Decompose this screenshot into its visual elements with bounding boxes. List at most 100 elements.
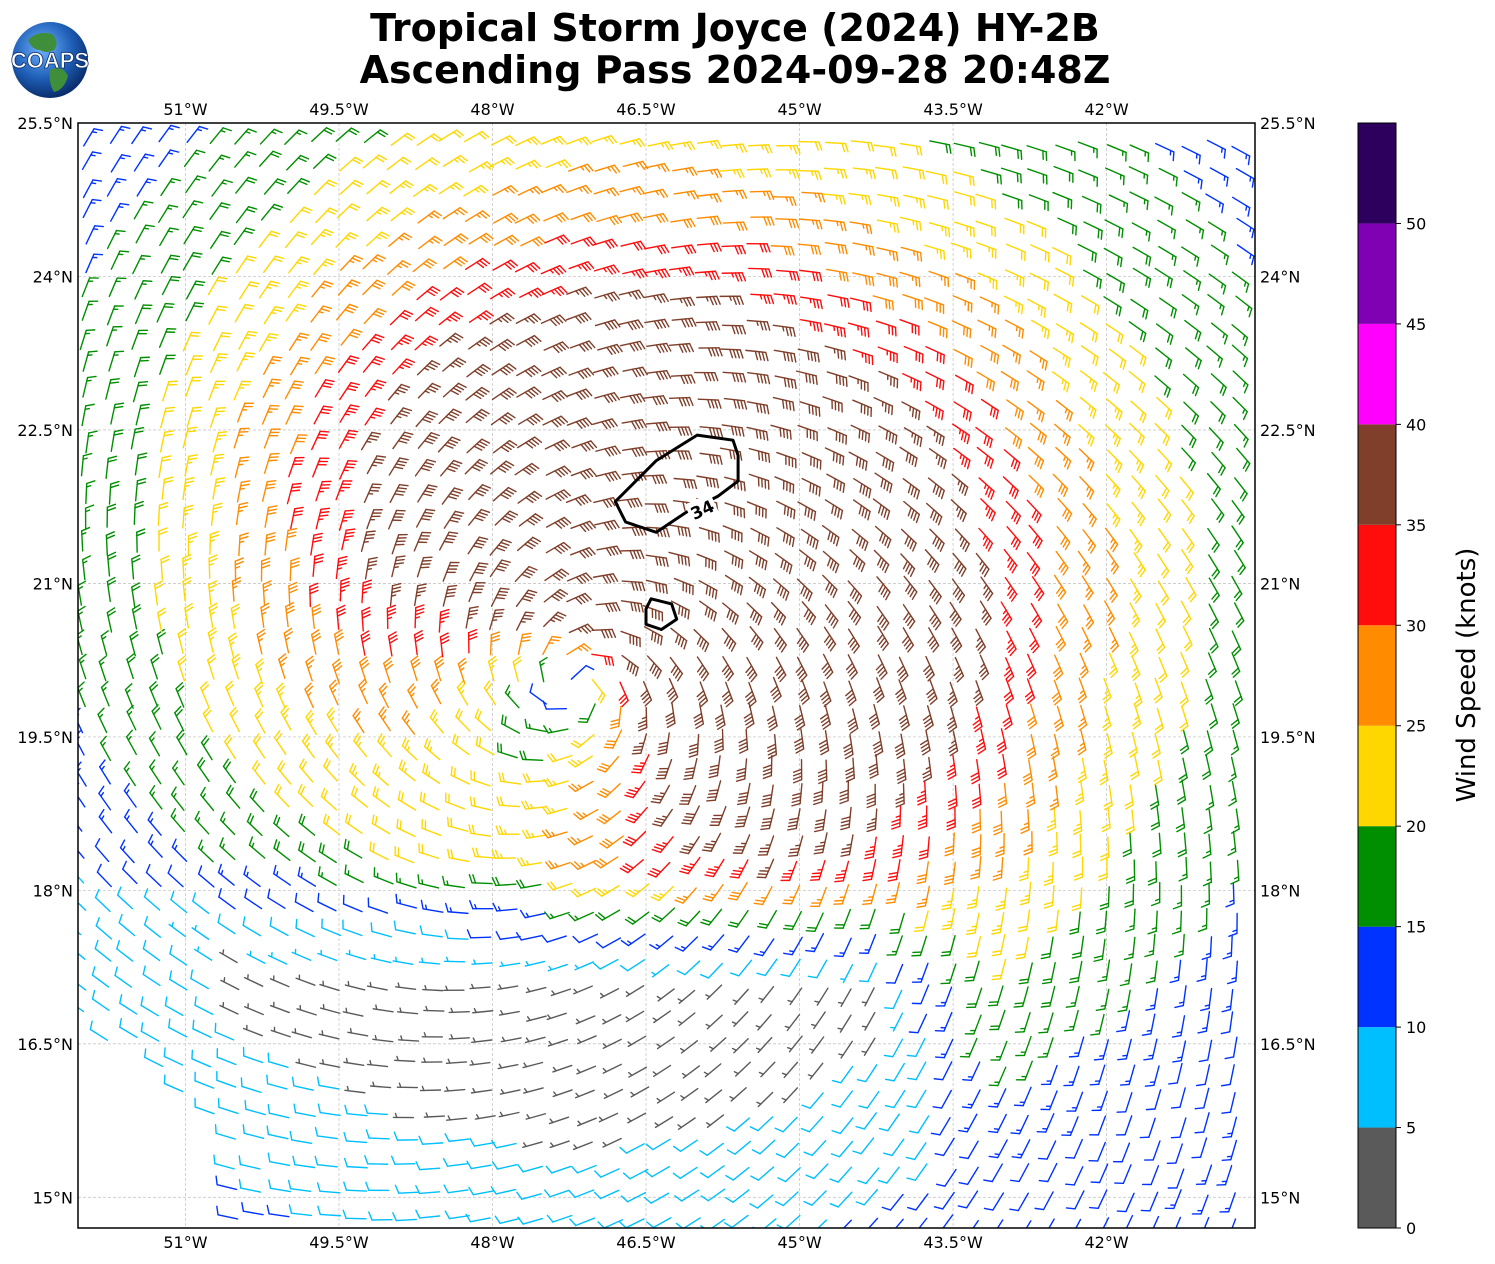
wind-barb: [699, 962, 724, 979]
wind-barb: [314, 356, 336, 375]
wind-barb: [1106, 398, 1123, 421]
wind-barb: [1230, 703, 1240, 729]
wind-barb: [1172, 885, 1183, 910]
wind-barb: [96, 863, 112, 888]
wind-barb: [1054, 423, 1071, 447]
wind-barb: [1040, 985, 1056, 1008]
wind-barb: [218, 888, 236, 910]
wind-barb: [448, 1007, 470, 1014]
wind-barb: [219, 811, 236, 836]
wind-barb: [182, 554, 192, 579]
wind-barb: [291, 948, 312, 961]
wind-barb: [873, 677, 885, 703]
wind-barb: [1181, 145, 1201, 165]
wind-barb: [1041, 962, 1056, 985]
wind-barb: [367, 897, 389, 914]
wind-barb: [990, 1040, 1008, 1061]
wind-barb: [625, 985, 645, 997]
wind-barb: [1026, 145, 1048, 162]
wind-barb: [1221, 989, 1234, 1013]
wind-barb: [592, 573, 619, 584]
wind-barb: [625, 883, 650, 898]
wind-barb: [1082, 503, 1097, 528]
wind-barb: [390, 207, 415, 222]
wind-barb: [547, 1038, 569, 1047]
wind-barb: [602, 1014, 622, 1025]
wind-barb: [848, 375, 869, 393]
wind-barb: [906, 1061, 927, 1081]
wind-barb: [770, 424, 792, 440]
wind-barb: [756, 958, 778, 977]
wind-barb: [183, 225, 204, 245]
wind-barb: [317, 1205, 341, 1217]
wind-barb: [1057, 497, 1073, 522]
wind-barb: [359, 656, 370, 683]
wind-barb: [335, 232, 359, 248]
wind-barb: [463, 184, 489, 197]
wind-barb: [286, 154, 310, 171]
wind-barb: [526, 1015, 547, 1022]
wind-barb: [1026, 499, 1042, 524]
wind-barb: [840, 964, 854, 984]
wind-barb: [810, 1011, 826, 1030]
wind-barb: [1206, 345, 1223, 368]
wind-barb: [1028, 194, 1049, 212]
wind-barb: [468, 310, 494, 323]
wind-barb: [310, 333, 332, 351]
y-tick-label-right: 18°N: [1260, 881, 1300, 900]
wind-barb: [344, 812, 363, 834]
wind-barb: [519, 287, 545, 298]
wind-barb: [412, 258, 437, 273]
wind-barb: [392, 431, 414, 450]
wind-barb: [338, 429, 359, 449]
wind-barb: [801, 452, 822, 470]
wind-barb: [82, 375, 97, 398]
wind-barb: [1183, 170, 1203, 190]
wind-barb: [727, 909, 749, 928]
wind-barb: [621, 526, 647, 537]
wind-barb: [1125, 809, 1135, 835]
wind-barb: [930, 1116, 951, 1136]
wind-barb: [593, 958, 619, 970]
wind-barb: [233, 227, 255, 246]
wind-barb: [344, 980, 366, 991]
wind-barb: [570, 859, 597, 871]
wind-barb: [1049, 785, 1060, 811]
wind-barb: [463, 130, 490, 143]
wind-barb: [656, 1036, 675, 1050]
wind-barb: [209, 407, 227, 428]
wind-barb: [244, 1100, 266, 1116]
wind-barb: [617, 497, 643, 508]
wind-barb: [630, 1086, 650, 1098]
wind-barb: [343, 1132, 368, 1144]
wind-barb: [1184, 319, 1202, 342]
wind-barb: [566, 286, 592, 297]
wind-barb: [134, 452, 148, 476]
wind-barb: [1147, 910, 1158, 935]
wind-barb: [829, 1166, 853, 1183]
wind-barb: [311, 603, 322, 629]
wind-barb: [78, 730, 85, 756]
wind-barb: [177, 655, 187, 682]
wind-barb: [876, 219, 900, 234]
wind-barb: [262, 378, 282, 398]
wind-barb: [849, 297, 872, 313]
wind-barb: [313, 179, 338, 196]
wind-barb: [81, 277, 99, 298]
wind-barb: [294, 892, 314, 913]
wind-barb: [517, 490, 543, 504]
wind-barb: [1180, 652, 1190, 678]
wind-barb: [577, 703, 596, 724]
wind-barb: [568, 623, 595, 634]
wind-barb: [1191, 1137, 1208, 1159]
wind-barb: [543, 777, 569, 788]
wind-barb: [620, 240, 647, 251]
wind-barb: [344, 1085, 366, 1094]
wind-barb: [746, 426, 769, 441]
wind-barb: [191, 1049, 212, 1068]
wind-barb: [242, 1124, 265, 1139]
wind-barb: [225, 680, 235, 707]
wind-barb: [1080, 345, 1099, 367]
wind-barb: [170, 807, 185, 833]
wind-barb: [545, 465, 572, 478]
